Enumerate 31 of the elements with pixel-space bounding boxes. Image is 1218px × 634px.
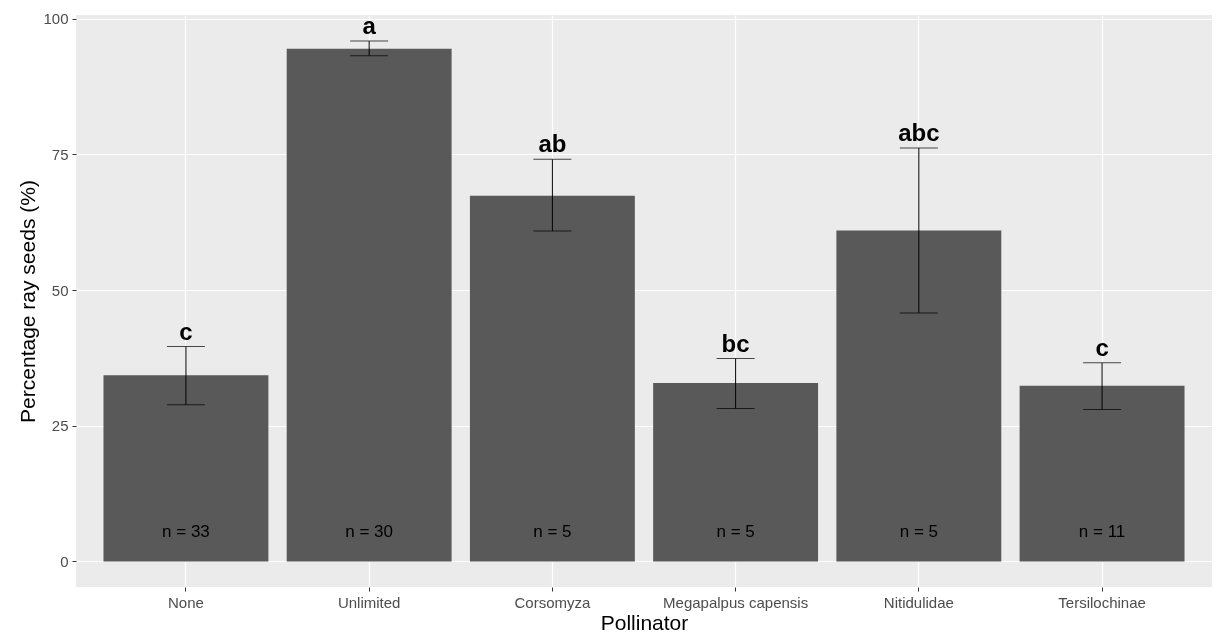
y-tick-label: 25: [51, 417, 69, 435]
x-tick-label: None: [168, 593, 204, 611]
annotation: n = 30: [345, 522, 394, 542]
x-axis-title: Pollinator: [600, 610, 689, 634]
annotation: n = 5: [716, 522, 755, 542]
annotation: ab: [538, 130, 567, 158]
annotation: abc: [898, 118, 940, 146]
y-tick-label: 75: [51, 145, 69, 163]
bar: [286, 48, 452, 562]
y-axis-title: Percentage ray seeds (%): [16, 180, 40, 423]
annotation: a: [362, 12, 377, 40]
x-tick-label: Tersilochinae: [1058, 593, 1146, 611]
annotation: c: [1095, 333, 1109, 361]
annotation: n = 33: [162, 522, 210, 542]
annotation: n = 11: [1078, 522, 1126, 542]
bar: [836, 230, 1002, 562]
annotation: c: [179, 317, 193, 345]
y-tick-label: 100: [43, 10, 69, 28]
x-tick-label: Nitidulidae: [883, 593, 954, 611]
annotation: bc: [721, 329, 750, 357]
bar: [103, 375, 269, 562]
bar: [469, 195, 635, 562]
bar: [653, 382, 819, 562]
x-tick-label: Unlimited: [337, 593, 401, 611]
bar: [1019, 385, 1185, 562]
x-tick-label: Megapalpus capensis: [663, 593, 809, 611]
annotation: n = 5: [899, 522, 938, 542]
y-tick-label: 50: [51, 281, 69, 299]
x-tick-label: Corsomyza: [514, 593, 591, 611]
y-tick-label: 0: [60, 552, 69, 570]
annotation: n = 5: [533, 522, 572, 542]
